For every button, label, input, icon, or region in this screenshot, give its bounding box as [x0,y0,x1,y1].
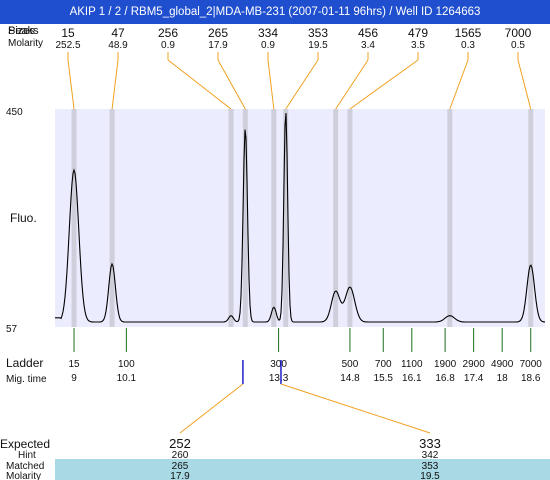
ladder-size-label: 300 [270,359,287,370]
ladder-size-label: 500 [342,359,359,370]
connector-line [111,59,119,110]
matched-size: 353 [422,461,439,472]
peak-band [242,109,248,327]
ladder-label: Ladder [6,356,43,370]
ladder-size-label: 1100 [401,359,423,370]
expected-connector [280,383,431,434]
peak-band [228,109,234,327]
peak-size-label: 479 [408,26,428,40]
peak-molarity-label: 252.5 [55,40,80,51]
peak-band [283,109,289,327]
connector-line [217,59,246,110]
ladder-size-label: 7000 [520,359,543,370]
ladder-size-label: 4900 [491,359,514,370]
row-label-peaks: Peaks [8,25,39,37]
row-label-sizes: Sizes [8,25,35,37]
peak-band [71,109,77,327]
peak-molarity-label: 0.3 [461,40,475,51]
connector-line [335,59,369,110]
peak-band [109,109,115,327]
ladder-size-label: 1900 [434,359,457,370]
ladder-time-label: 16.8 [435,373,455,384]
ladder-size-label: 15 [68,359,80,370]
peak-band [528,109,534,327]
ladder-time-label: 10.1 [117,373,137,384]
connector-line [449,59,469,110]
peak-molarity-label: 3.5 [411,40,425,51]
hint-size: 260 [172,450,189,461]
y-min-label: 57 [6,324,18,335]
peak-bands [71,109,534,327]
expected-markers [179,360,431,434]
connector-line [285,59,319,110]
connector-line [517,59,532,110]
ladder-time-label: 18.6 [521,373,541,384]
plot-area [55,109,545,327]
peak-molarity-label: 3.4 [361,40,375,51]
peak-size-label: 47 [111,26,125,40]
row-label-molarity: Molarity [8,38,43,49]
ladder-time-label: 13.3 [269,373,289,384]
connector-line [349,59,419,110]
peak-size-label: 334 [258,26,278,40]
connector-line [167,59,232,110]
peak-size-label: 256 [158,26,178,40]
window-title-bar: AKIP 1 / 2 / RBM5_global_2|MDA-MB-231 (2… [0,0,550,24]
peak-molarity-label: 0.9 [161,40,175,51]
matched-size: 265 [172,461,189,472]
connector-line [67,59,75,110]
ladder-size-label: 2900 [463,359,486,370]
ladder-markers: 15 9 100 10.1 300 13.3 500 14.8 700 15.5 1100 16.1 1… [68,328,542,384]
peak-molarity-label: 0.9 [261,40,275,51]
connector-line [267,59,275,110]
peak-size-label: 15 [61,26,75,40]
peak-molarity-label: 17.9 [208,40,228,51]
y-axis-title: Fluo. [10,211,37,225]
peak-size-label: 265 [208,26,228,40]
expected-connector [179,383,244,434]
peak-connectors [67,52,532,110]
matched-molarity: 19.5 [420,471,440,480]
ladder-size-label: 700 [375,359,392,370]
fluorescence-trace [55,113,545,323]
peak-size-label: 1565 [455,26,482,40]
ladder-time-label: 16.1 [402,373,422,384]
expected-row-label: Expected [0,437,50,451]
matched-highlight-row [55,459,550,480]
peak-band [271,109,277,327]
expected-molarity-row-label: Molarity [6,471,41,480]
peak-molarity-label: 19.5 [308,40,328,51]
ladder-time-label: 9 [71,373,77,384]
y-max-label: 450 [6,107,23,118]
peak-size-label: 7000 [505,26,532,40]
peak-molarity-label: 48.9 [108,40,128,51]
peak-size-label: 456 [358,26,378,40]
peak-band [333,109,339,327]
ladder-time-label: 15.5 [374,373,394,384]
ladder-time-label: 18 [497,373,509,384]
window-title: AKIP 1 / 2 / RBM5_global_2|MDA-MB-231 (2… [69,6,481,18]
matched-row-label: Matched [6,461,44,472]
peak-molarity-label: 0.5 [511,40,525,51]
peak-band [447,109,453,327]
hint-row-label: Hint [18,450,36,461]
expected-size: 252 [169,436,191,451]
ladder-time-label: 14.8 [340,373,360,384]
mig-time-label: Mig. time [6,374,47,385]
peak-size-label: 353 [308,26,328,40]
hint-size: 342 [422,450,439,461]
peak-size-labels: 15252.54748.92560.926517.93340.935319.54… [55,26,531,51]
expected-size: 333 [419,436,441,451]
matched-molarity: 17.9 [170,471,190,480]
ladder-time-label: 17.4 [464,373,484,384]
ladder-size-label: 100 [118,359,135,370]
peak-band [347,109,353,327]
